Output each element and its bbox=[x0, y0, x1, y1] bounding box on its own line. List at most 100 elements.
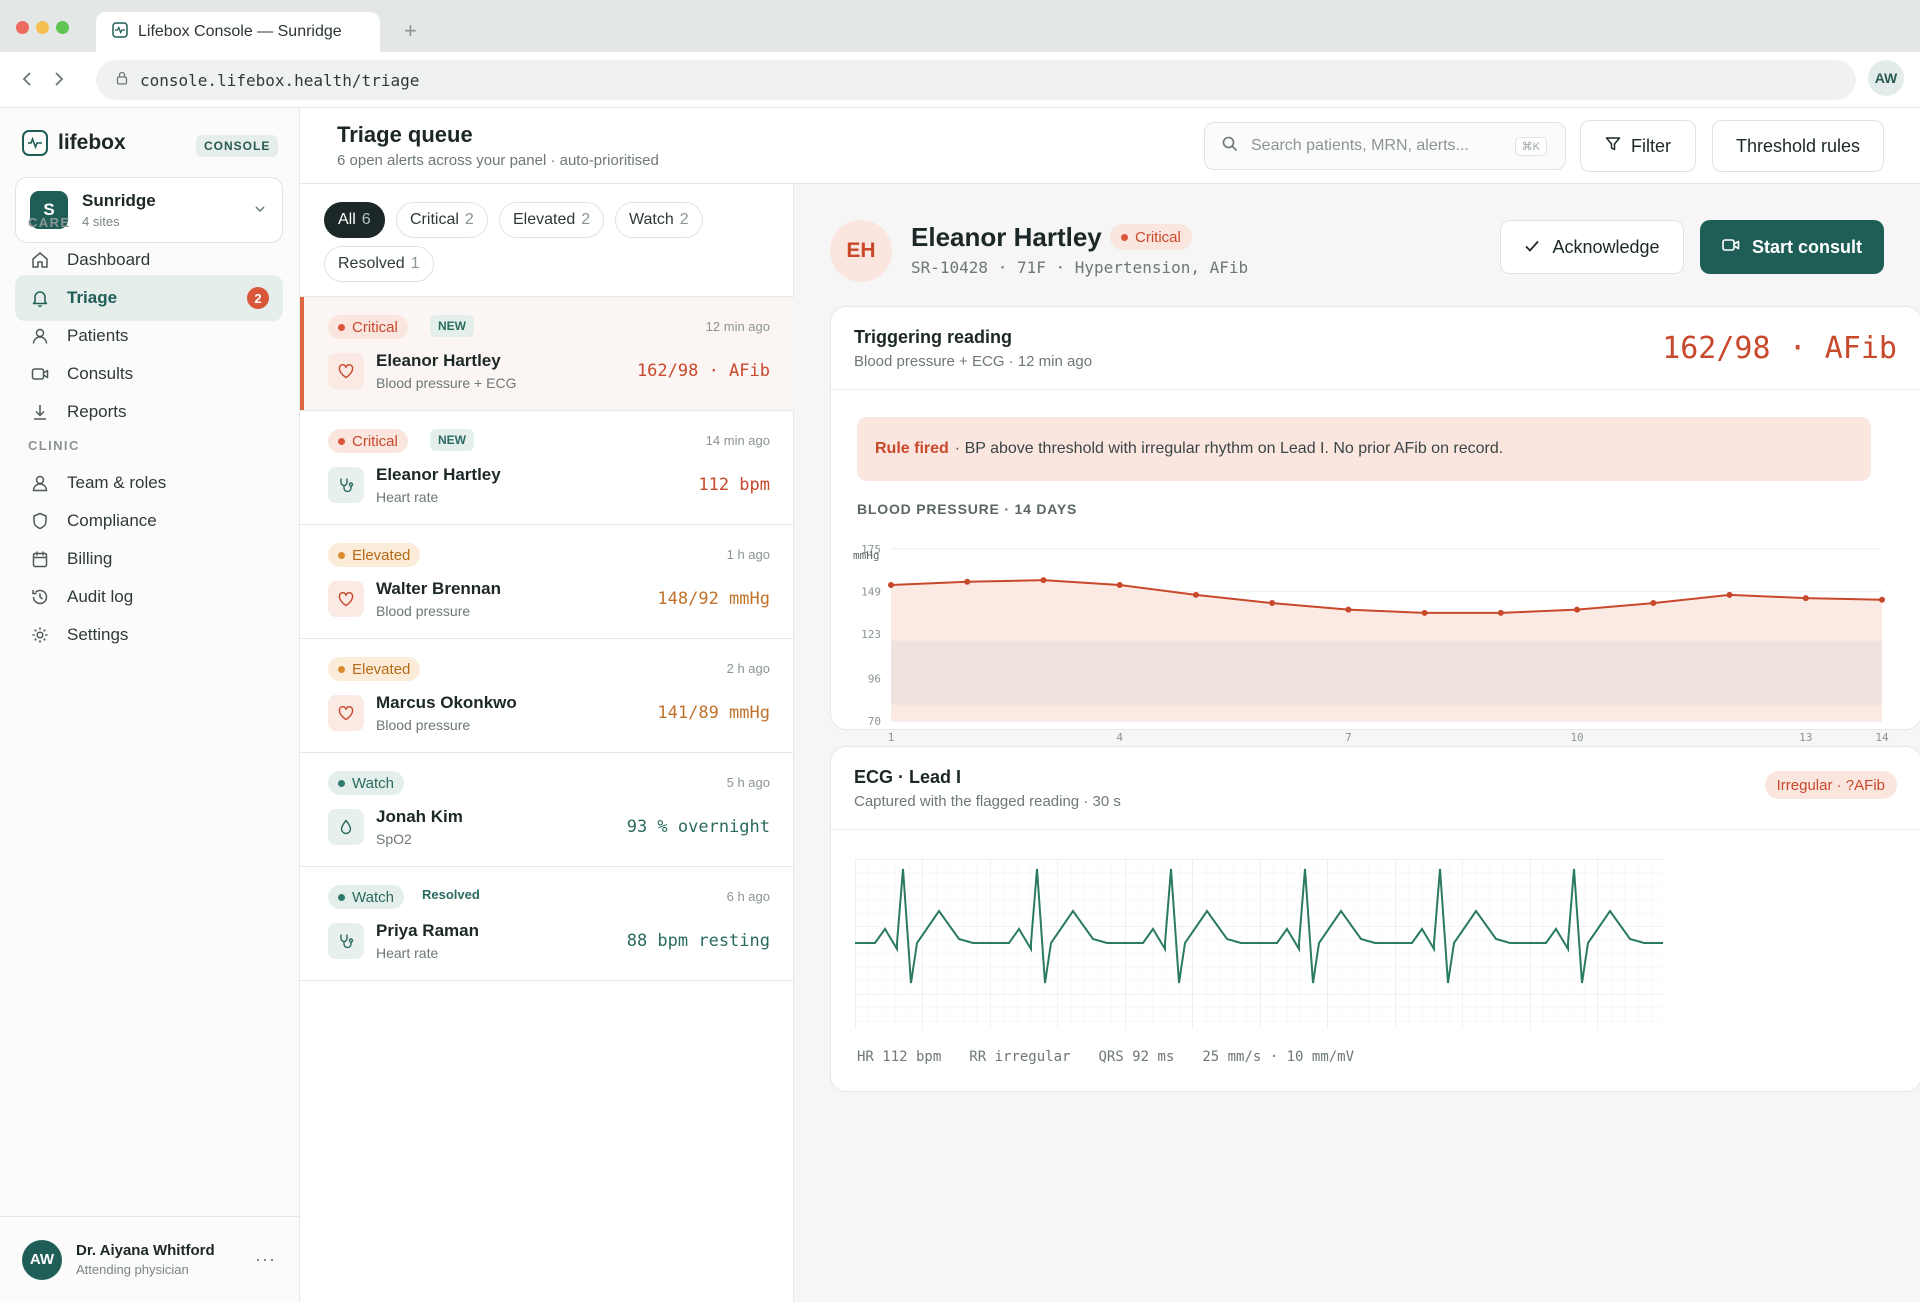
window-minimize-dot[interactable] bbox=[36, 21, 49, 34]
y-tick-label: 175 bbox=[861, 543, 881, 556]
browser-tab-title: Lifebox Console — Sunridge bbox=[138, 23, 342, 40]
browser-tab[interactable]: Lifebox Console — Sunridge bbox=[96, 12, 380, 52]
chip-count: 1 bbox=[410, 255, 420, 272]
sidebar-item-compliance[interactable]: Compliance bbox=[15, 498, 283, 544]
forward-arrow-icon[interactable] bbox=[52, 68, 66, 94]
acknowledge-button[interactable]: Acknowledge bbox=[1500, 220, 1684, 274]
current-user[interactable]: AW Dr. Aiyana Whitford Attending physici… bbox=[0, 1216, 300, 1302]
alert-time: 2 h ago bbox=[726, 661, 770, 676]
sidebar-item-label: Patients bbox=[67, 326, 129, 345]
card-subtitle: Captured with the flagged reading · 30 s bbox=[854, 793, 1121, 810]
profile-avatar[interactable]: AW bbox=[1868, 60, 1904, 96]
sidebar-item-triage[interactable]: Triage 2 bbox=[15, 275, 283, 321]
ecg-card: ECG · Lead I Captured with the flagged r… bbox=[830, 746, 1920, 1092]
data-point bbox=[1116, 582, 1123, 589]
list-item[interactable]: Watch 5 h ago Jonah Kim SpO2 93 % overni… bbox=[300, 753, 794, 867]
sidebar-item-settings[interactable]: Settings bbox=[15, 612, 283, 658]
window-maximize-dot[interactable] bbox=[56, 21, 69, 34]
check-icon bbox=[1524, 237, 1540, 258]
sidebar: lifebox CONSOLE S Sunridge 4 sites CARE … bbox=[0, 108, 300, 1302]
chip-count: 2 bbox=[679, 211, 689, 228]
card-divider bbox=[831, 829, 1920, 830]
lock-icon bbox=[116, 71, 128, 90]
droplet-icon bbox=[328, 809, 364, 845]
list-item[interactable]: Critical NEW 12 min ago Eleanor Hartley … bbox=[300, 297, 794, 411]
filter-chip-elevated[interactable]: Elevated 2 bbox=[499, 202, 605, 238]
list-item[interactable]: Elevated 1 h ago Walter Brennan Blood pr… bbox=[300, 525, 794, 639]
patient-avatar: EH bbox=[830, 220, 892, 282]
threshold-rules-button[interactable]: Threshold rules bbox=[1712, 120, 1884, 172]
y-tick-label: 123 bbox=[861, 628, 881, 641]
sidebar-item-label: Dashboard bbox=[67, 250, 151, 269]
user-icon bbox=[29, 325, 51, 347]
search-input[interactable]: Search patients, MRN, alerts... ⌘K bbox=[1204, 122, 1566, 170]
filter-chip-all[interactable]: All 6 bbox=[324, 202, 385, 238]
chip-count: 6 bbox=[361, 211, 371, 228]
ecg-flag-badge: Irregular · ?AFib bbox=[1764, 771, 1897, 799]
org-sites: 4 sites bbox=[82, 214, 120, 229]
new-tag: NEW bbox=[430, 315, 474, 337]
sidebar-item-consults[interactable]: Consults bbox=[15, 351, 283, 397]
filter-chip-watch[interactable]: Watch 2 bbox=[615, 202, 703, 238]
reading-value: 162/98 · AFib bbox=[1662, 331, 1897, 366]
alert-time: 6 h ago bbox=[726, 889, 770, 904]
alert-value: 93 % overnight bbox=[626, 817, 770, 837]
address-bar-row: console.lifebox.health/triage AW bbox=[0, 52, 1920, 108]
y-axis-unit: mmHg bbox=[853, 549, 880, 562]
org-switcher[interactable]: S Sunridge 4 sites bbox=[15, 177, 283, 243]
new-tab-button[interactable]: + bbox=[404, 18, 417, 43]
sidebar-item-dashboard[interactable]: Dashboard bbox=[15, 237, 283, 283]
list-item[interactable]: Critical NEW 14 min ago Eleanor Hartley … bbox=[300, 411, 794, 525]
data-point bbox=[964, 578, 971, 585]
stethoscope-icon bbox=[328, 467, 364, 503]
triage-queue: All 6 Critical 2 Elevated 2 Watch 2 Resolved… bbox=[300, 184, 794, 1302]
sidebar-item-billing[interactable]: Billing bbox=[15, 536, 283, 582]
data-point bbox=[1726, 591, 1733, 598]
ecg-stats: HR 112 bpm RR irregular QRS 92 ms 25 mm/… bbox=[857, 1049, 1354, 1065]
sidebar-item-label: Triage bbox=[67, 288, 118, 307]
search-icon bbox=[1221, 135, 1239, 158]
severity-badge: Watch bbox=[328, 885, 404, 909]
chip-count: 2 bbox=[581, 211, 591, 228]
list-item[interactable]: Watch Resolved 6 h ago Priya Raman Heart… bbox=[300, 867, 794, 981]
filter-chip-resolved[interactable]: Resolved 1 bbox=[324, 246, 434, 282]
ecg-stat: 25 mm/s · 10 mm/mV bbox=[1202, 1049, 1355, 1065]
y-tick-label: 149 bbox=[861, 586, 881, 599]
alert-type: Blood pressure + ECG bbox=[376, 375, 517, 391]
care-section-label: CARE bbox=[28, 215, 71, 230]
team-icon bbox=[29, 472, 51, 494]
back-arrow-icon[interactable] bbox=[20, 68, 34, 94]
ecg-stat: QRS 92 ms bbox=[1098, 1049, 1175, 1065]
url-field[interactable]: console.lifebox.health/triage bbox=[96, 60, 1856, 100]
sidebar-item-audit-log[interactable]: Audit log bbox=[15, 574, 283, 620]
download-icon bbox=[29, 401, 51, 423]
filter-button[interactable]: Filter bbox=[1580, 120, 1696, 172]
alert-time: 1 h ago bbox=[726, 547, 770, 562]
card-divider bbox=[831, 389, 1920, 390]
search-placeholder: Search patients, MRN, alerts... bbox=[1251, 137, 1469, 154]
window-close-dot[interactable] bbox=[16, 21, 29, 34]
patient-name: Eleanor Hartley bbox=[376, 465, 501, 484]
user-name: Dr. Aiyana Whitford bbox=[76, 1242, 215, 1259]
more-options-icon[interactable]: ··· bbox=[255, 1249, 276, 1269]
filter-chip-critical[interactable]: Critical 2 bbox=[396, 202, 488, 238]
alert-type: Blood pressure bbox=[376, 717, 471, 733]
patient-name: Priya Raman bbox=[376, 921, 479, 940]
alert-type: SpO2 bbox=[376, 831, 412, 847]
patient-name: Marcus Okonkwo bbox=[376, 693, 517, 712]
ecg-stat: HR 112 bpm bbox=[857, 1049, 942, 1065]
chevron-down-icon bbox=[254, 202, 266, 220]
brand-logo[interactable]: lifebox bbox=[22, 130, 126, 156]
data-point bbox=[1802, 595, 1809, 602]
card-subtitle: Blood pressure + ECG · 12 min ago bbox=[854, 353, 1093, 370]
home-icon bbox=[29, 249, 51, 271]
sidebar-item-patients[interactable]: Patients bbox=[15, 313, 283, 359]
list-item[interactable]: Elevated 2 h ago Marcus Okonkwo Blood pr… bbox=[300, 639, 794, 753]
alert-value: 141/89 mmHg bbox=[657, 703, 770, 723]
gear-icon bbox=[29, 624, 51, 646]
avatar: AW bbox=[22, 1239, 62, 1280]
clinic-section-label: CLINIC bbox=[28, 438, 80, 453]
start-consult-button[interactable]: Start consult bbox=[1700, 220, 1884, 274]
sidebar-item-reports[interactable]: Reports bbox=[15, 389, 283, 435]
sidebar-item-team-roles[interactable]: Team & roles bbox=[15, 460, 283, 506]
